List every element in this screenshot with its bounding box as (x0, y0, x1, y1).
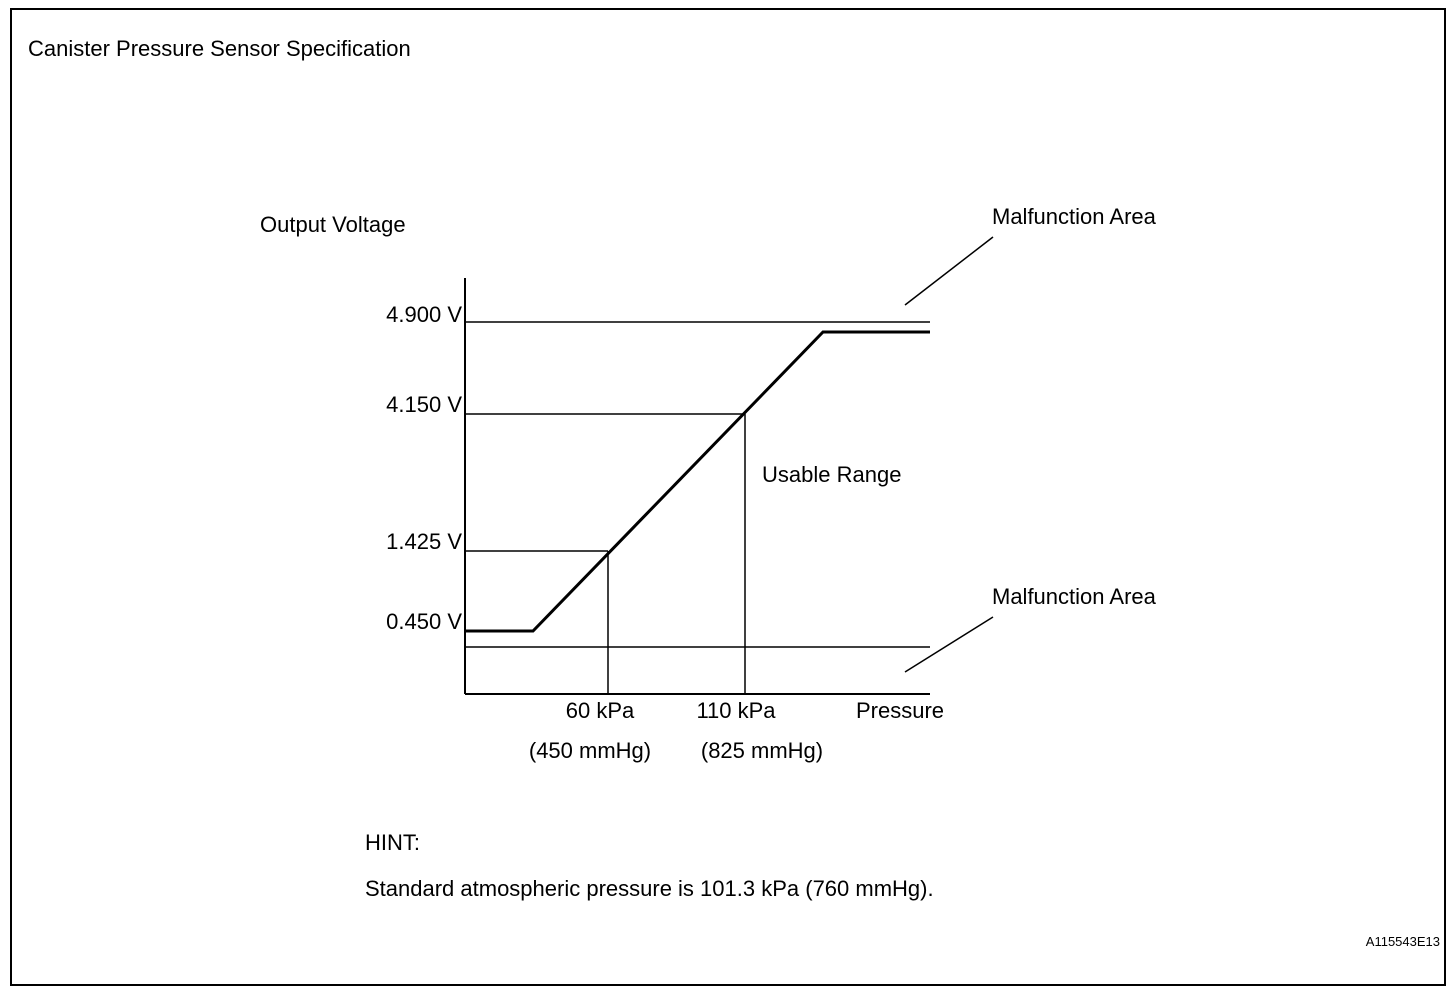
leader-line-malfunction-top (904, 236, 994, 306)
hint-text: Standard atmospheric pressure is 101.3 k… (365, 876, 934, 901)
x-tick-60kpa: 60 kPa (565, 698, 635, 723)
y-tick-0450: 0.450 V (386, 609, 462, 634)
page-title: Canister Pressure Sensor Specification (28, 36, 411, 61)
document-code: A115543E13 (1365, 934, 1440, 949)
x-tick-60kpa-mmhg: (450 mmHg) (528, 738, 652, 763)
annotation-usable-range: Usable Range (762, 462, 902, 487)
annotation-malfunction-area-top: Malfunction Area (992, 204, 1156, 229)
x-axis-title: Pressure (856, 698, 945, 723)
y-tick-1425: 1.425 V (386, 529, 462, 554)
annotation-malfunction-area-bottom: Malfunction Area (992, 584, 1156, 609)
document-border (10, 8, 1446, 986)
x-tick-110kpa-mmhg: (825 mmHg) (700, 738, 824, 763)
y-tick-4150: 4.150 V (386, 392, 462, 417)
x-tick-110kpa: 110 kPa (696, 698, 776, 723)
y-tick-4900: 4.900 V (386, 302, 462, 327)
hint-label: HINT: (365, 830, 420, 855)
y-axis-title: Output Voltage (260, 212, 406, 237)
leader-line-malfunction-bottom (904, 616, 994, 673)
sensor-output-curve (465, 330, 930, 633)
